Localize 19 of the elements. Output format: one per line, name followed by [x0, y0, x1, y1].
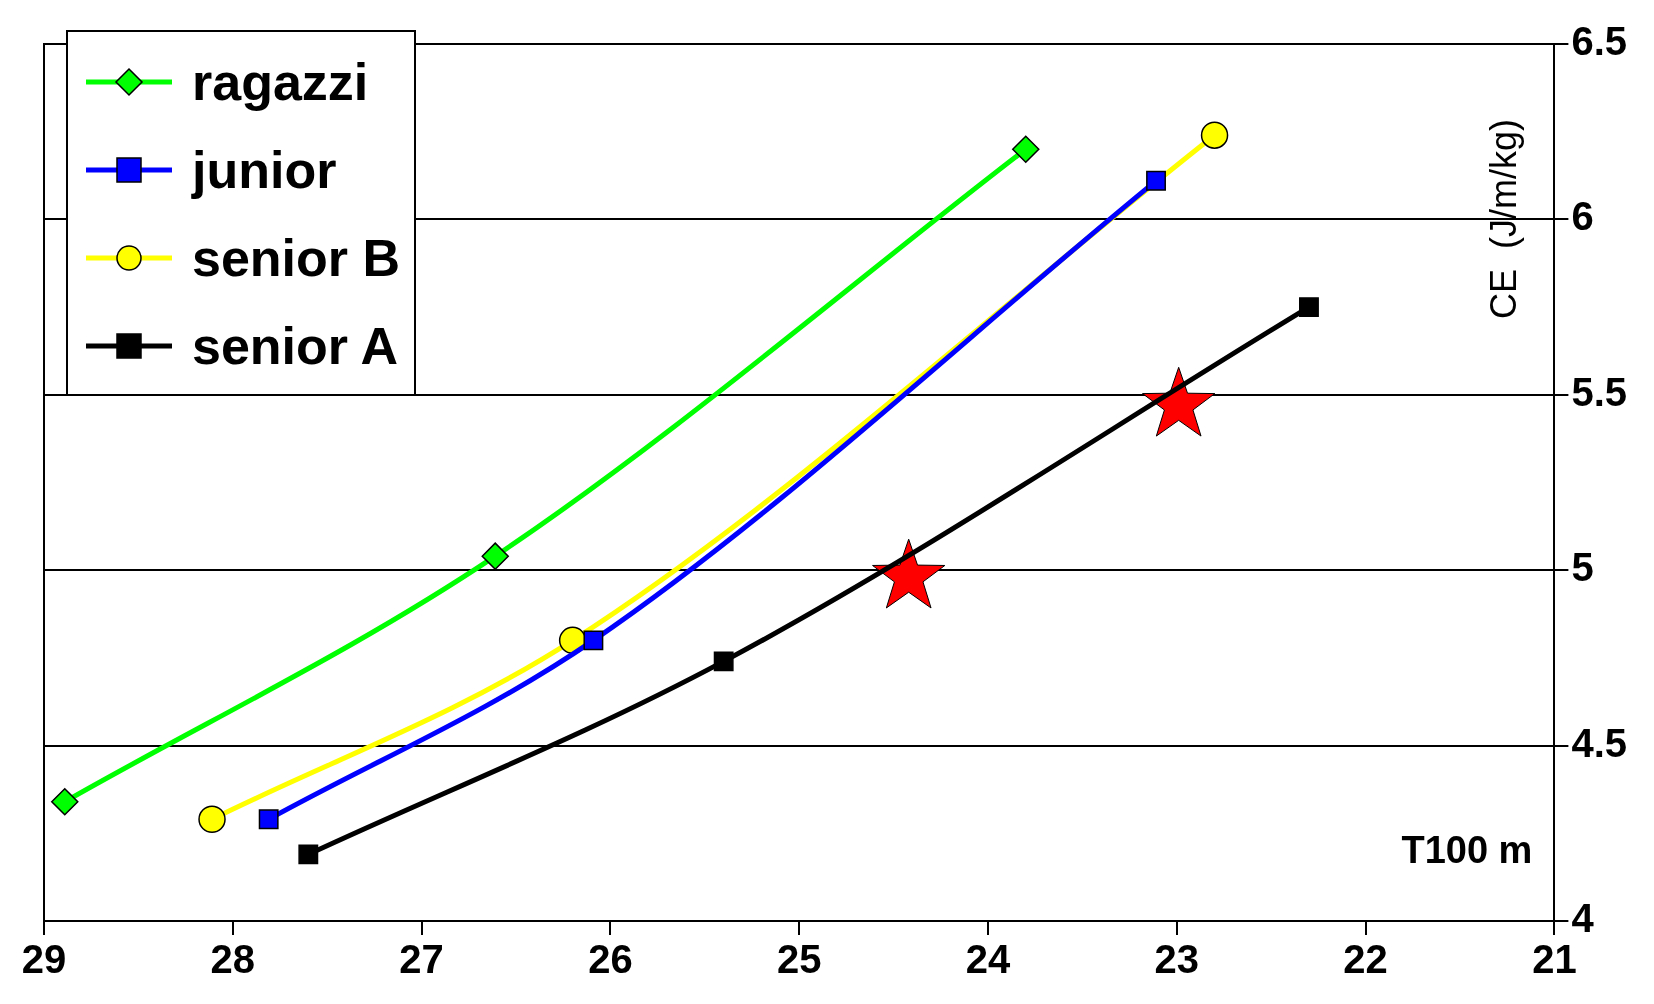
y-tick-label: 5.5: [1571, 369, 1627, 414]
legend-label: junior: [192, 140, 337, 200]
legend-label: ragazzi: [192, 52, 369, 112]
x-tick-label: 28: [210, 937, 256, 982]
y-tick-label: 5: [1571, 545, 1594, 590]
x-tick-label: 27: [399, 937, 444, 982]
y-tick-label: 6: [1571, 194, 1594, 239]
y-tick-label: 4.5: [1571, 720, 1627, 765]
x-tick-label: 24: [965, 937, 1011, 982]
y-tick-label: 6.5: [1571, 19, 1627, 64]
x-tick-label: 23: [1154, 937, 1200, 982]
y-axis-title: CE (J/m/kg): [1483, 118, 1525, 320]
x-tick-label: 29: [21, 937, 67, 982]
legend-label: senior B: [192, 228, 401, 288]
x-tick-label: 26: [588, 937, 633, 982]
x-axis-title: T100 m: [1401, 829, 1533, 872]
x-tick-label: 25: [776, 937, 822, 982]
legend-label: senior A: [192, 316, 399, 376]
x-tick-label: 22: [1343, 937, 1388, 982]
